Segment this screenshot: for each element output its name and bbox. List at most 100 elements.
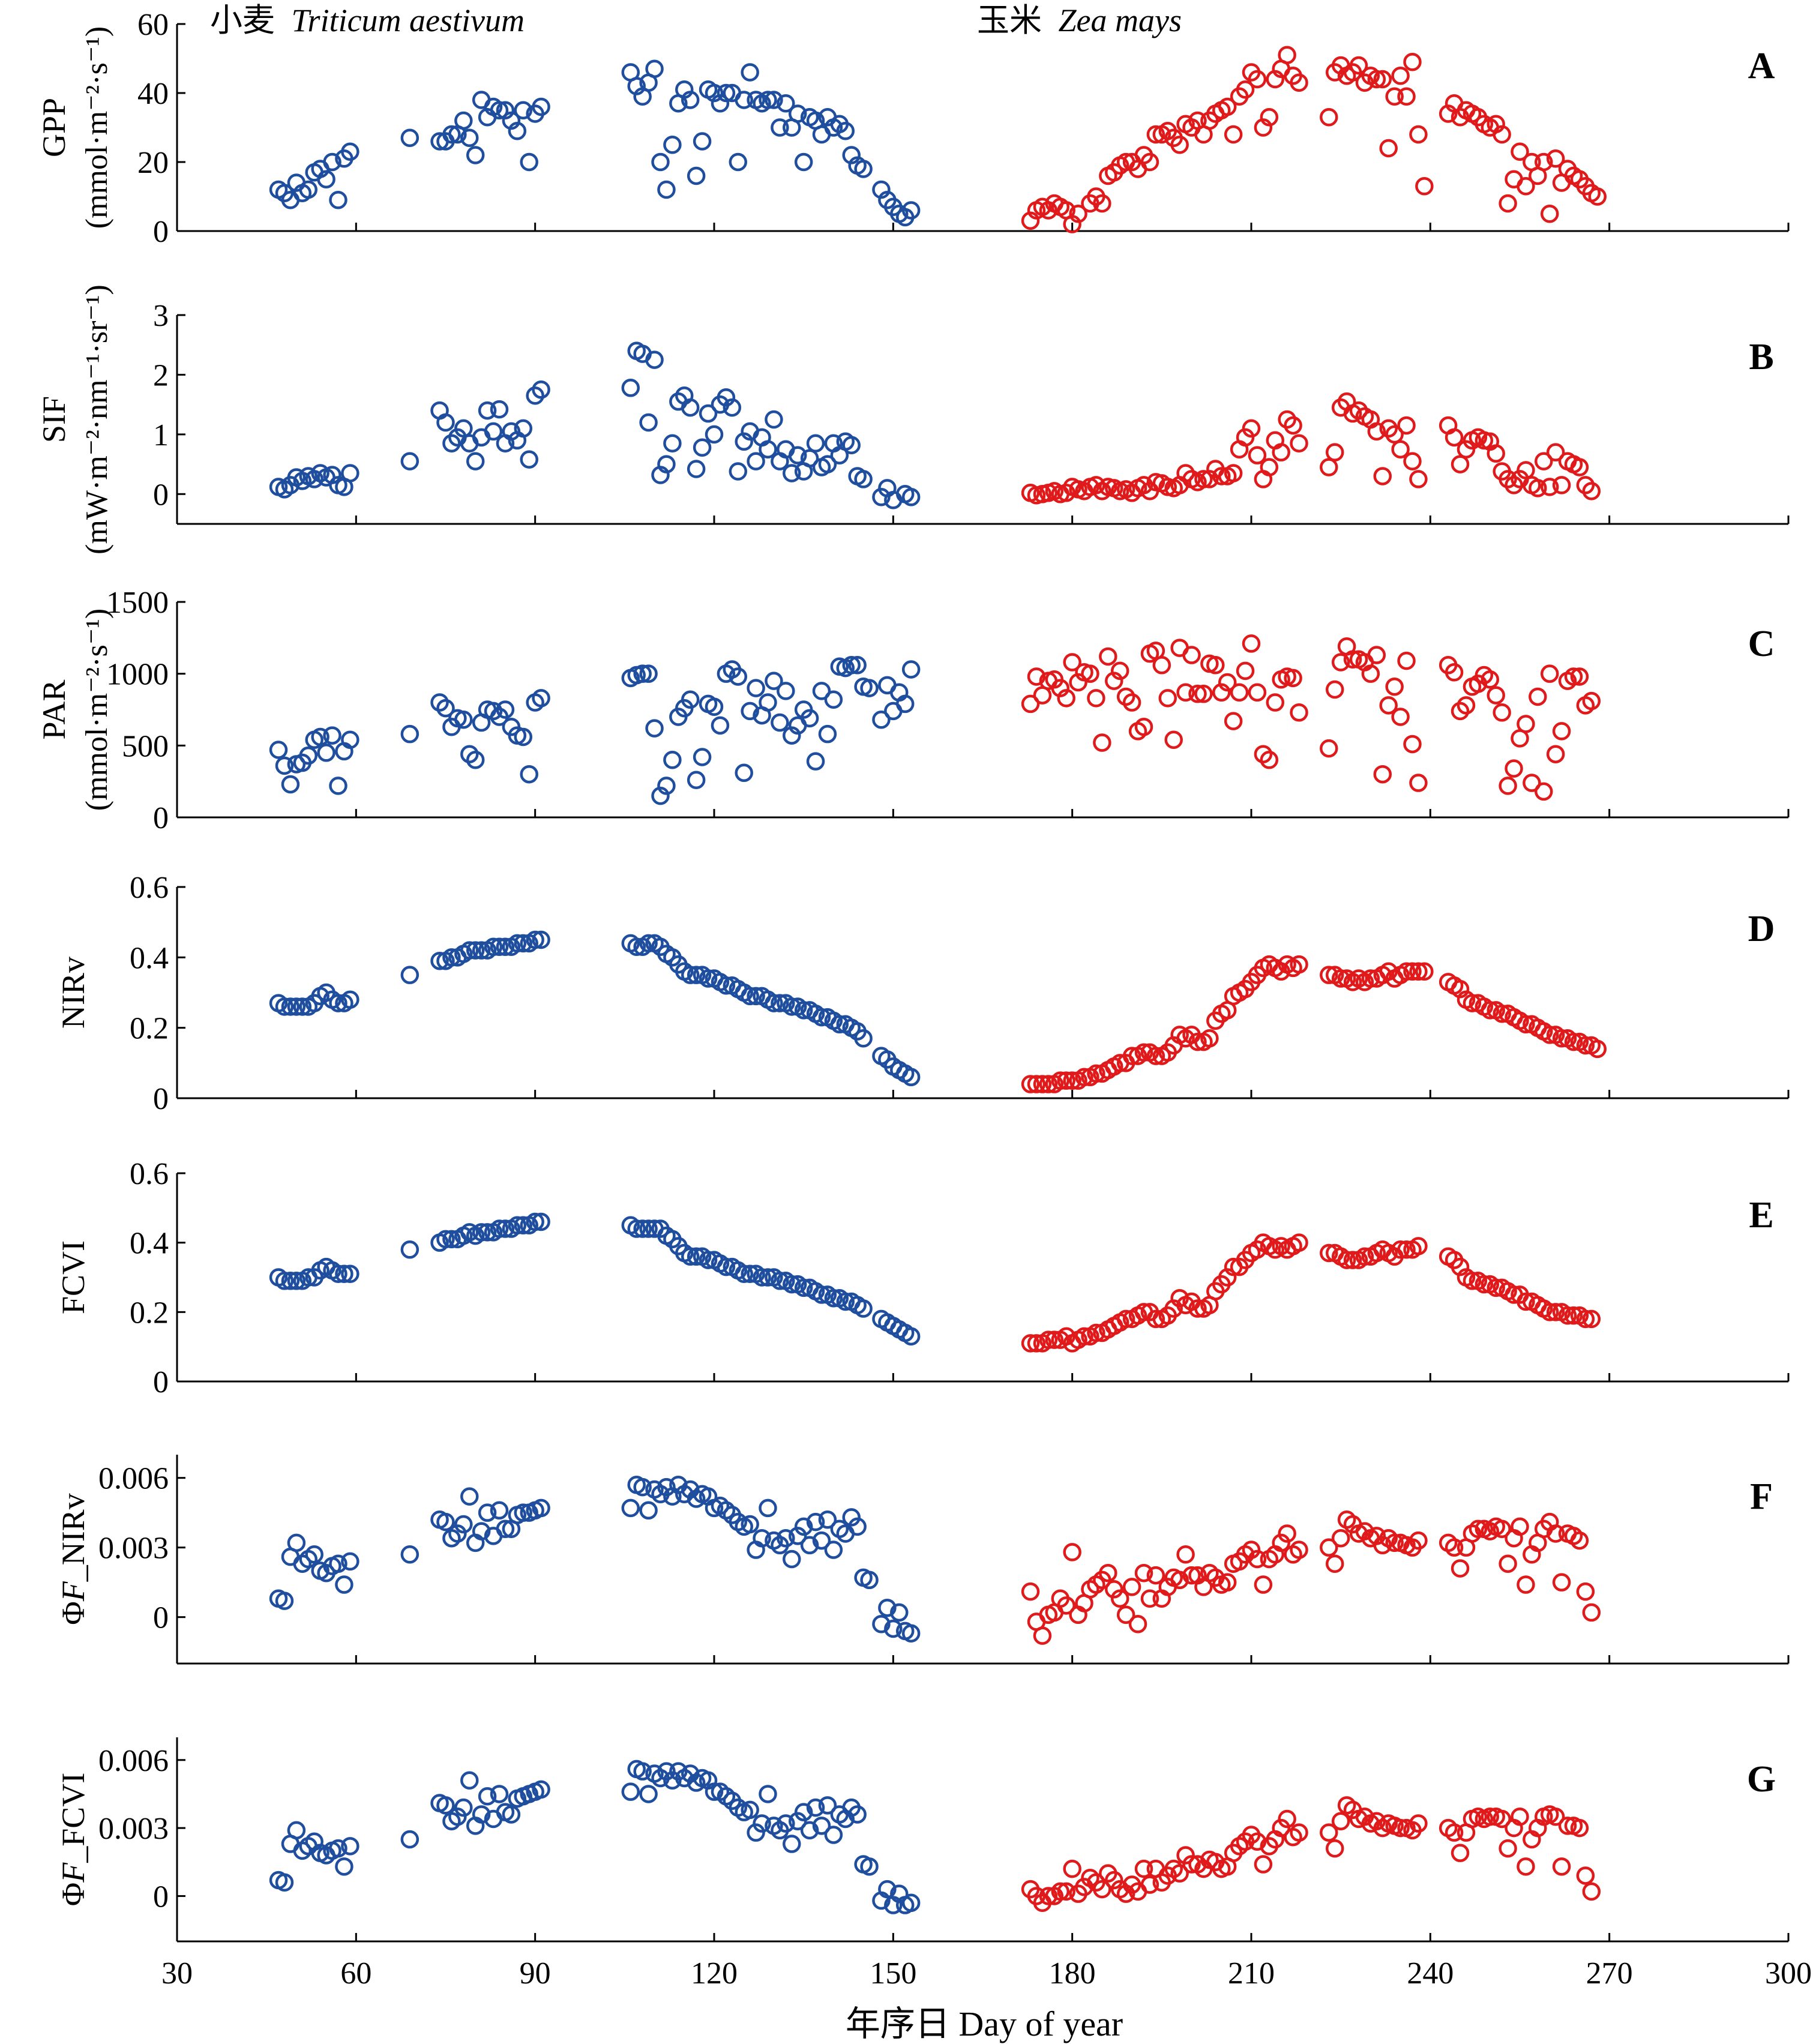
data-point <box>502 1805 521 1824</box>
data-point <box>1409 125 1428 144</box>
data-point <box>442 434 461 453</box>
data-point <box>818 1796 837 1815</box>
data-point <box>460 1771 479 1790</box>
data-point <box>1224 712 1243 730</box>
data-point <box>1290 703 1308 722</box>
data-point <box>723 398 742 417</box>
data-point <box>836 1292 855 1311</box>
data-point <box>1409 1237 1428 1255</box>
panel-c-y-tick-label: 1000 <box>106 658 169 692</box>
data-point <box>657 1477 676 1497</box>
data-point <box>454 419 473 438</box>
data-point <box>484 422 503 441</box>
panel-g-y-tick-label: 0 <box>153 1880 169 1914</box>
x-tick-label: 60 <box>340 1956 371 1991</box>
data-point <box>508 1216 527 1234</box>
data-point <box>1499 1554 1517 1573</box>
data-point <box>1451 1844 1470 1862</box>
data-point <box>400 452 419 470</box>
data-point <box>759 693 777 712</box>
data-point <box>806 1512 825 1531</box>
data-point <box>1540 664 1559 683</box>
data-point <box>460 745 479 763</box>
data-point <box>663 1771 682 1790</box>
panel-f-letter: F <box>1750 1476 1773 1517</box>
data-point <box>1087 1323 1105 1342</box>
data-point <box>341 1264 359 1283</box>
panel-f-y-label: ΦF_NIRv <box>55 1493 91 1625</box>
data-point <box>442 948 461 967</box>
data-point <box>1260 108 1279 127</box>
data-point <box>759 1498 777 1518</box>
data-point <box>1194 684 1213 703</box>
data-point <box>1535 782 1553 801</box>
data-point <box>1134 1043 1153 1062</box>
panel-f-y-label-rest: _NIRv <box>55 1493 91 1582</box>
data-point <box>275 1873 294 1892</box>
data-point <box>1320 966 1338 984</box>
data-point <box>1570 458 1589 476</box>
data-point <box>848 1517 867 1536</box>
data-point <box>1409 1814 1428 1833</box>
data-point <box>1445 663 1464 682</box>
figure-header: 小麦 Triticum aestivum 玉米 Zea mays <box>210 2 1182 38</box>
data-point <box>1505 476 1523 494</box>
data-point <box>1033 1626 1052 1645</box>
data-point <box>735 1264 753 1283</box>
data-point <box>687 166 706 185</box>
data-point <box>1027 1075 1046 1093</box>
x-axis-label: 年序日 Day of year <box>846 2004 1123 2043</box>
data-point <box>1146 1309 1165 1329</box>
panel-a-y-label: GPP <box>36 98 72 157</box>
data-point <box>806 1798 825 1817</box>
data-point <box>1546 443 1565 461</box>
data-point <box>681 91 700 109</box>
data-point <box>1403 962 1422 981</box>
data-point <box>1409 470 1428 488</box>
data-point <box>1021 694 1040 714</box>
data-point <box>860 679 879 697</box>
data-point <box>1290 1541 1308 1559</box>
data-point <box>818 724 837 744</box>
data-point <box>275 1272 294 1290</box>
data-point <box>532 380 550 399</box>
data-point <box>490 1501 509 1520</box>
data-point <box>854 1029 873 1048</box>
data-point <box>633 1477 652 1497</box>
data-point <box>1391 67 1410 85</box>
data-point <box>1487 444 1505 463</box>
data-point <box>1063 1859 1081 1878</box>
data-point <box>454 1515 473 1534</box>
data-point <box>287 1272 306 1290</box>
data-point <box>454 711 473 729</box>
data-point <box>777 1814 795 1833</box>
panel-a-wheat-series <box>269 59 921 227</box>
data-point <box>1320 1243 1338 1263</box>
data-point <box>1349 56 1368 75</box>
x-tick-label: 30 <box>161 1956 193 1991</box>
data-point <box>1116 1884 1135 1903</box>
data-point <box>1254 1575 1273 1594</box>
data-point <box>663 751 682 769</box>
data-point <box>699 969 718 988</box>
data-point <box>824 690 843 709</box>
data-point <box>1379 139 1398 158</box>
data-point <box>1194 470 1213 488</box>
data-point <box>735 432 753 451</box>
data-point <box>1361 664 1380 683</box>
data-point <box>1200 470 1219 488</box>
data-point <box>1063 1543 1081 1562</box>
data-point <box>1051 679 1070 697</box>
data-point <box>812 1817 831 1835</box>
data-point <box>699 404 718 423</box>
data-point <box>1290 73 1308 92</box>
x-tick-label: 120 <box>691 1956 738 1991</box>
data-point <box>1284 416 1302 435</box>
data-point <box>1391 1818 1410 1838</box>
data-point <box>1170 1864 1189 1883</box>
data-point <box>633 1762 652 1781</box>
data-point <box>771 994 789 1012</box>
data-point <box>532 1780 550 1799</box>
data-point <box>436 413 455 432</box>
data-point <box>532 97 550 116</box>
